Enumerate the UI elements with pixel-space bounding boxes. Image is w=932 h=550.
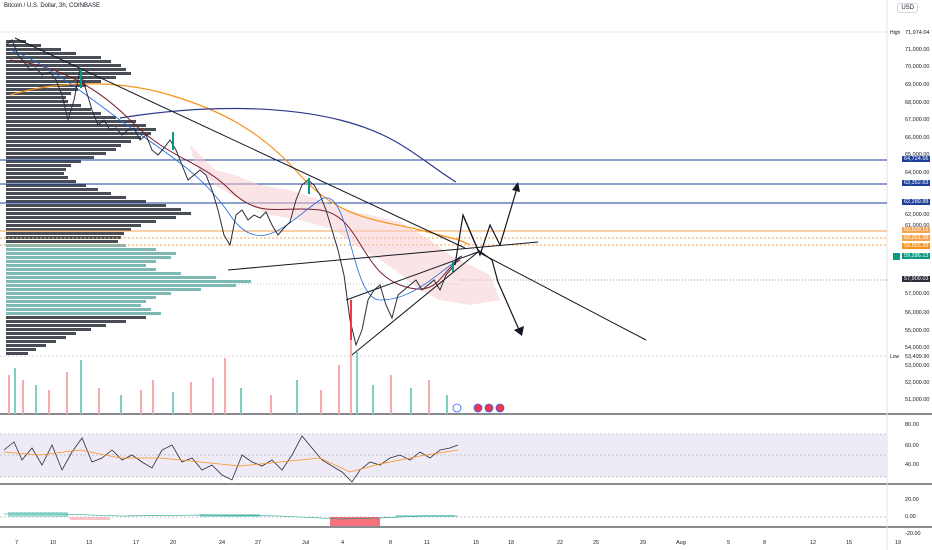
ema-navy: [119, 107, 457, 183]
price-tick: 62,000.00: [905, 212, 930, 218]
projection-line[interactable]: [477, 251, 647, 341]
dividend-icon: [452, 403, 462, 413]
ema-maroon: [9, 59, 461, 290]
time-axis[interactable]: 7 10 13 17 20 24 27 Jul 4 8 11 15 18 22 …: [0, 539, 901, 550]
volume-profile: [6, 40, 191, 243]
symbol-title: Bitcoin / U.S. Dollar, 3h, COINBASE: [4, 3, 101, 9]
rsi-band: [0, 434, 887, 477]
time-tick: 11: [424, 540, 430, 546]
level-label-64724: 64,724.56: [902, 156, 931, 162]
macd-tick: 20.00: [905, 497, 919, 503]
price-tick: 69,000.00: [905, 82, 930, 88]
time-tick: 13: [86, 540, 93, 546]
ascending-support-line[interactable]: [227, 241, 539, 271]
price-tick: 57,000.00: [905, 291, 930, 297]
price-tick: 66,000.00: [905, 135, 930, 141]
macd-tick: 0.00: [905, 514, 916, 520]
time-tick: 4: [341, 540, 345, 546]
bearish-arrowhead: [514, 326, 524, 336]
bearish-path[interactable]: [462, 214, 521, 333]
time-tick: 29: [640, 540, 647, 546]
time-tick: 15: [846, 540, 853, 546]
us-flag-icon: [495, 403, 505, 413]
price-tick: 67,000.00: [905, 117, 930, 123]
time-tick: 10: [50, 540, 57, 546]
high-price-label: 71,974.04: [905, 30, 930, 36]
price-tick: 55,000.00: [905, 328, 930, 334]
price-tick: 64,000.00: [905, 170, 930, 176]
time-tick: 24: [219, 540, 226, 546]
candle-highlights: [80, 68, 454, 344]
macd-line: [4, 513, 458, 520]
level-label-63352: 63,352.63: [902, 180, 931, 186]
currency-button[interactable]: USD: [897, 3, 918, 13]
time-tick: 5: [727, 540, 731, 546]
volume-profile-low: [6, 316, 146, 355]
us-flag-icon: [473, 403, 483, 413]
event-icons[interactable]: [452, 403, 505, 413]
bullish-arrowhead: [512, 182, 520, 192]
price-tick: 51,000.00: [905, 397, 930, 403]
time-tick: 8: [763, 540, 767, 546]
current-price-tag: [893, 253, 900, 260]
rsi-line: [3, 435, 459, 483]
price-tick: 71,000.00: [905, 47, 930, 53]
price-tick: 52,000.00: [905, 380, 930, 386]
level-label-60261: 60,261.38: [902, 235, 931, 241]
time-tick: 7: [15, 540, 19, 546]
price-tick: 70,000.00: [905, 64, 930, 70]
time-tick: Jul: [302, 540, 310, 546]
ema-blue: [9, 49, 461, 301]
high-tag: High: [890, 30, 901, 36]
price-tick: 68,000.00: [905, 100, 930, 106]
level-label-62289: 62,289.88: [902, 199, 931, 205]
price-tick: 61,000.00: [905, 223, 930, 229]
wedge-lower-line[interactable]: [351, 251, 479, 356]
bullish-path[interactable]: [454, 184, 519, 266]
time-tick: 27: [255, 540, 262, 546]
price-tick: 54,000.00: [905, 345, 930, 351]
time-tick: 20: [170, 540, 177, 546]
level-label-59855: 59,855.39: [902, 243, 931, 249]
price-axis[interactable]: 71,000.00 70,000.00 69,000.00 68,000.00 …: [889, 0, 932, 414]
rsi-tick: 80.00: [905, 422, 919, 428]
volume-profile-teal: [6, 244, 251, 315]
price-tick: 53,000.00: [905, 363, 930, 369]
rsi-tick: 40.00: [905, 462, 919, 468]
macd-histogram: [8, 512, 455, 526]
time-tick: 17: [133, 540, 140, 546]
low-price-label: 53,499.90: [905, 354, 930, 360]
time-tick: 8: [389, 540, 393, 546]
ema-orange: [9, 83, 471, 246]
volume-bars: [8, 340, 448, 414]
time-tick: 18: [508, 540, 515, 546]
rsi-tick: 60.00: [905, 443, 919, 449]
level-label-60629: 60,629.13: [902, 227, 931, 233]
us-flag-icon: [484, 403, 494, 413]
time-tick: Aug: [676, 540, 686, 546]
time-tick: 12: [810, 540, 817, 546]
low-tag: Low: [890, 354, 900, 360]
current-price-label: 59,286.13: [902, 253, 931, 259]
price-tick: 65,000.00: [905, 152, 930, 158]
price-tick: 56,000.00: [905, 310, 930, 316]
time-tick: 19: [895, 540, 902, 546]
macd-tick: -20.00: [905, 531, 921, 537]
time-tick: 25: [593, 540, 600, 546]
rsi-ma-line: [3, 449, 459, 473]
time-tick: 22: [557, 540, 564, 546]
time-tick: 15: [473, 540, 480, 546]
descending-trendline[interactable]: [14, 37, 466, 249]
level-label-57909: 57,909.03: [902, 276, 931, 282]
price-series: [5, 39, 463, 347]
